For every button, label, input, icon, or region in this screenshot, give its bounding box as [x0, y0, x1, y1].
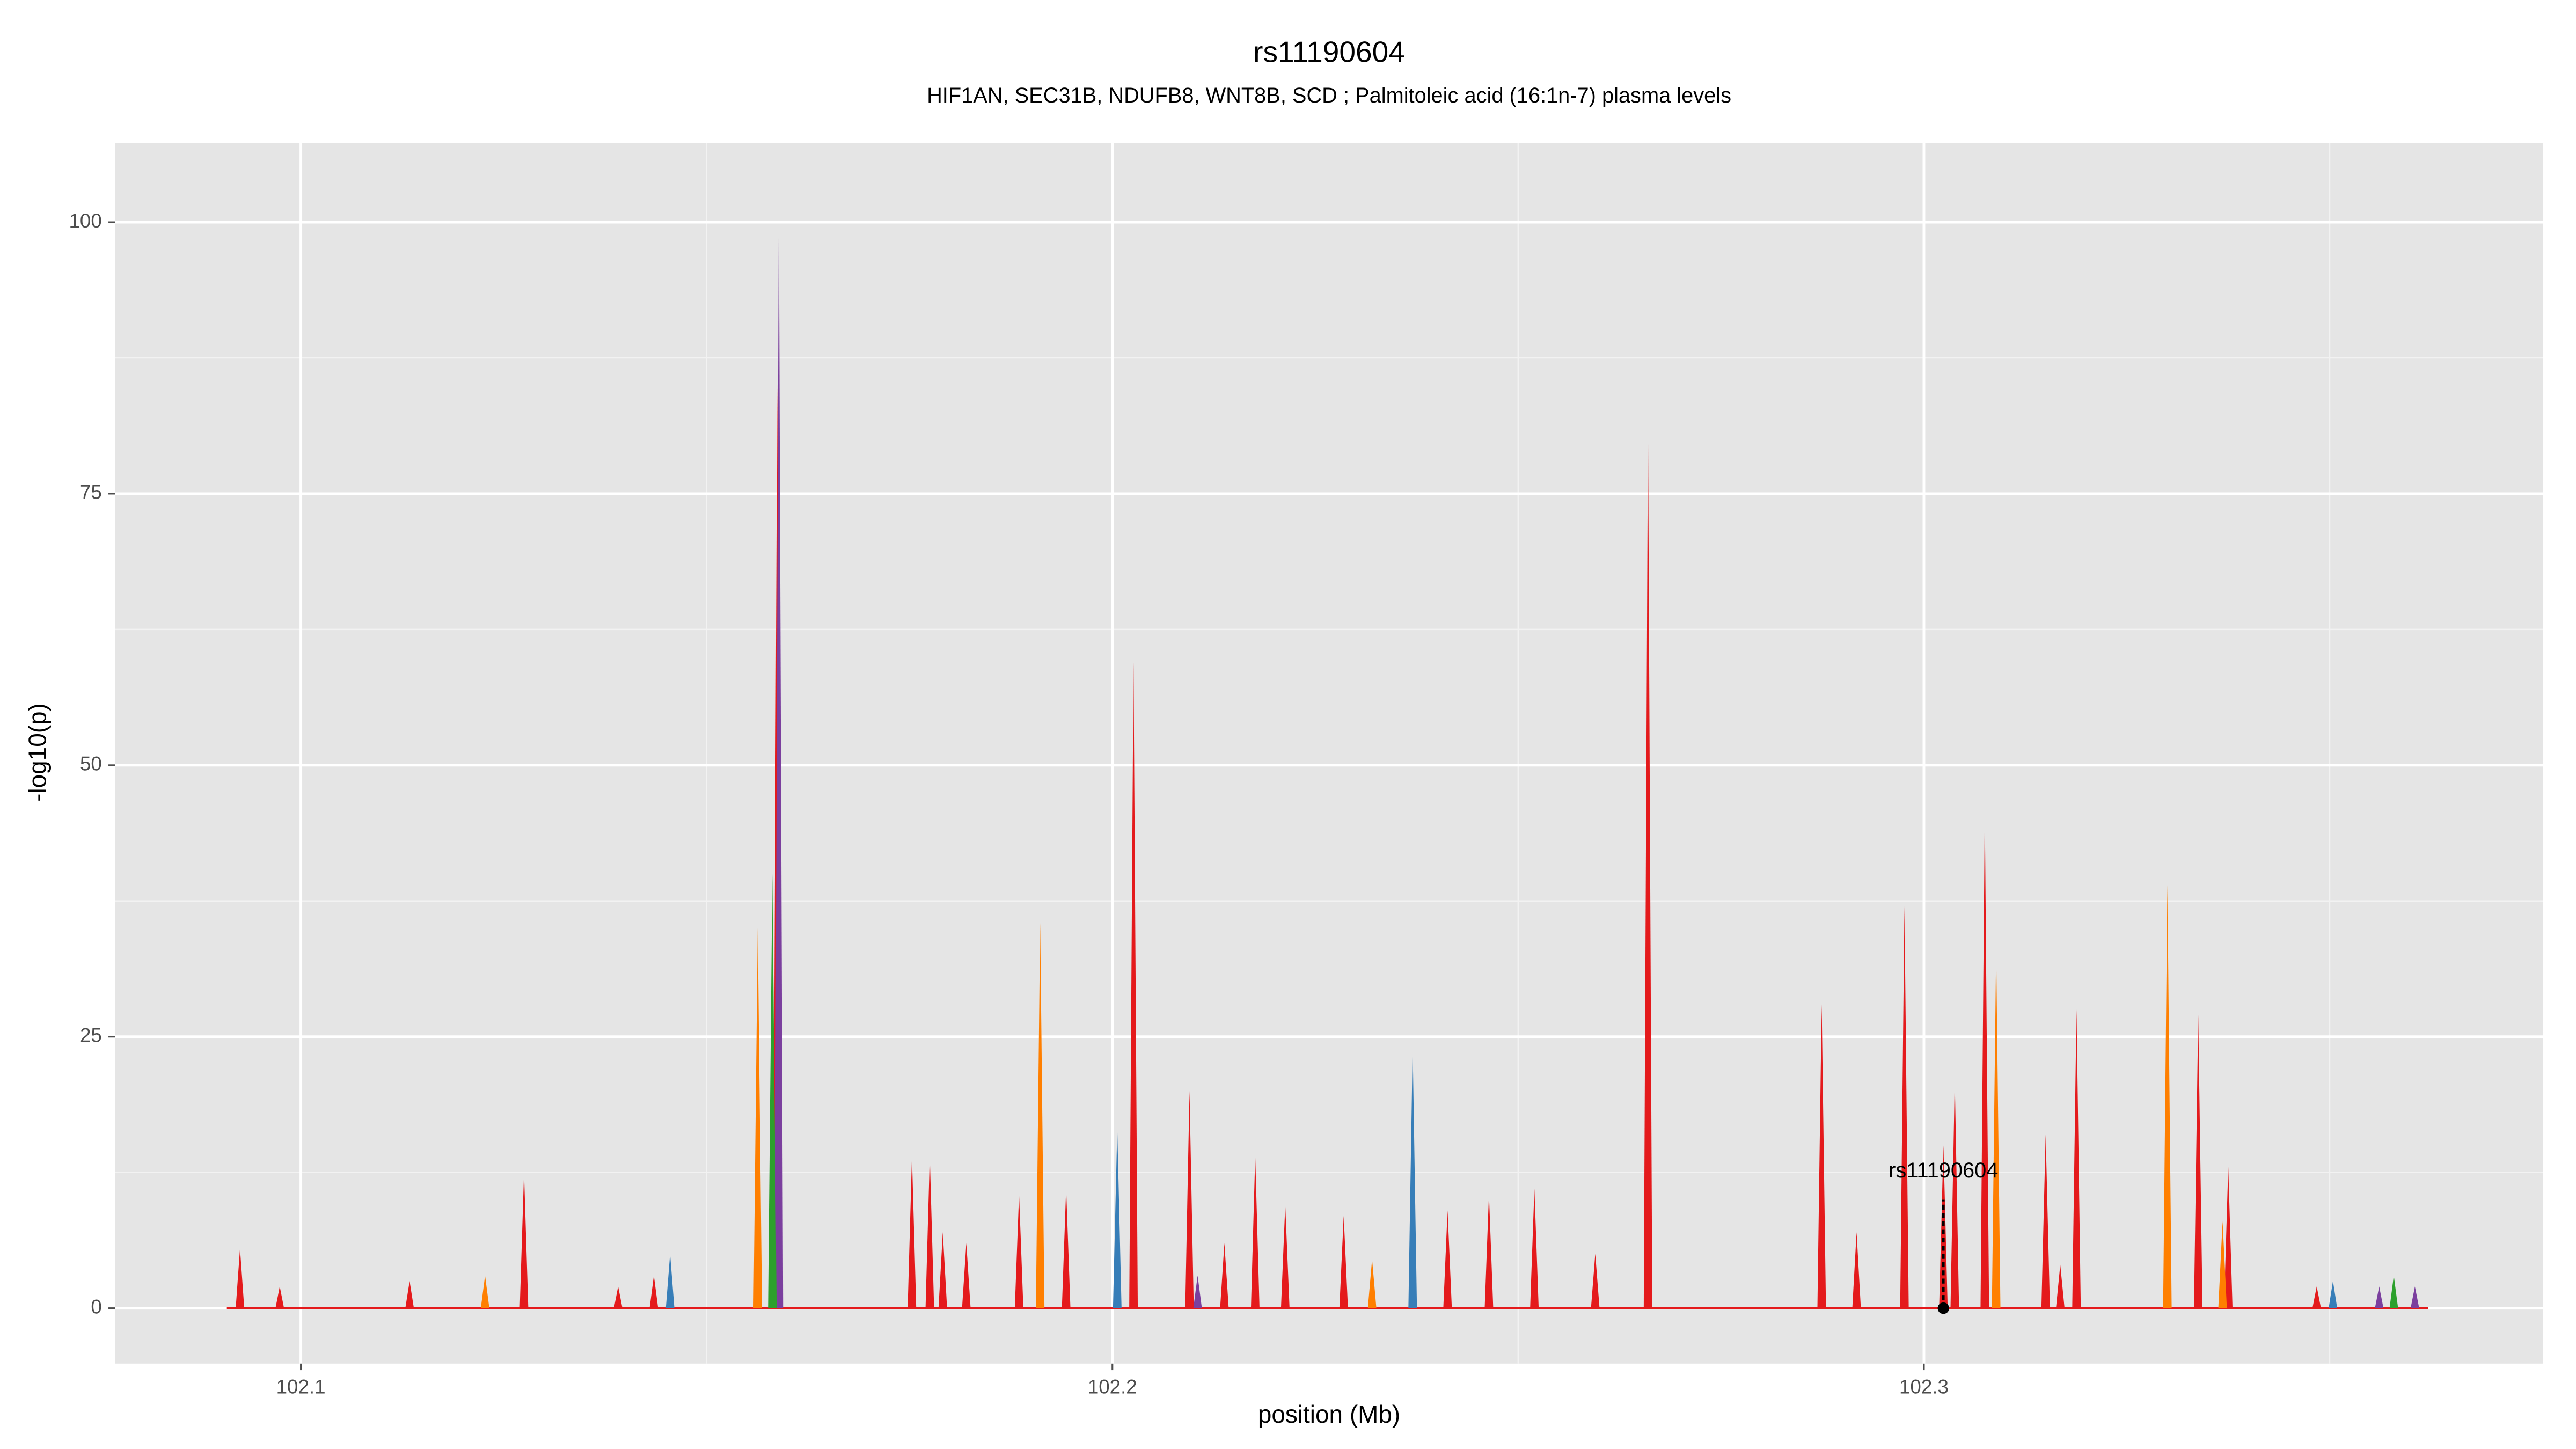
- peak: [925, 1156, 934, 1308]
- peak: [1113, 1129, 1122, 1308]
- peak: [1443, 1210, 1452, 1308]
- y-tick-label: 75: [80, 481, 102, 503]
- peak: [1129, 662, 1138, 1308]
- peak: [1980, 808, 1989, 1308]
- axes: 0 25 50 75 100 102.1 102.2 102.3: [69, 210, 1949, 1398]
- peak: [2329, 1281, 2338, 1308]
- peak: [2056, 1264, 2065, 1308]
- peak: [649, 1275, 658, 1308]
- peak: [1408, 1047, 1417, 1308]
- peak: [2312, 1286, 2321, 1308]
- y-tick-label: 25: [80, 1024, 102, 1046]
- peak: [665, 1254, 675, 1308]
- peak: [2163, 884, 2172, 1308]
- peak: [768, 874, 777, 1308]
- y-tick-label: 100: [69, 210, 102, 232]
- peak: [1193, 1275, 1202, 1308]
- y-tick-label: 0: [91, 1296, 101, 1318]
- peak: [1643, 423, 1652, 1308]
- peak: [962, 1243, 971, 1308]
- y-tick-label: 50: [80, 753, 102, 775]
- peak: [2410, 1286, 2419, 1308]
- peak: [236, 1248, 245, 1308]
- peak: [753, 928, 762, 1308]
- peak: [1900, 906, 1909, 1308]
- peak: [1280, 1205, 1290, 1308]
- peak: [1939, 1145, 1948, 1308]
- peak: [1014, 1194, 1023, 1308]
- y-axis-label: -log10(p): [24, 703, 52, 802]
- peak: [613, 1286, 623, 1308]
- peak: [1484, 1194, 1494, 1308]
- peak: [1367, 1259, 1377, 1308]
- plot-panel: [115, 143, 2543, 1364]
- annotation-point: [1937, 1302, 1949, 1314]
- peak: [405, 1281, 414, 1308]
- peak: [908, 1156, 917, 1308]
- peak: [2194, 1015, 2203, 1308]
- peak: [480, 1275, 489, 1308]
- peak: [2389, 1275, 2398, 1308]
- peak: [2224, 1167, 2233, 1308]
- peak: [519, 1172, 529, 1308]
- peak: [1036, 923, 1045, 1308]
- peak: [275, 1286, 284, 1308]
- peak: [2375, 1286, 2384, 1308]
- peak: [1250, 1156, 1260, 1308]
- peak: [2041, 1134, 2050, 1308]
- peak: [1591, 1254, 1600, 1308]
- peak: [1062, 1189, 1071, 1308]
- peak: [938, 1232, 947, 1308]
- marks: rs11190604: [226, 200, 2428, 1314]
- peak: [2072, 1009, 2081, 1308]
- peak: [1220, 1243, 1229, 1308]
- peak: [2218, 1221, 2227, 1308]
- annotation-label: rs11190604: [1889, 1159, 1998, 1182]
- peak: [1992, 949, 2001, 1308]
- x-axis-label: position (Mb): [1258, 1400, 1400, 1428]
- peak: [1852, 1232, 1861, 1308]
- chart-subtitle: HIF1AN, SEC31B, NDUFB8, WNT8B, SCD ; Pal…: [927, 84, 1731, 107]
- peak: [1339, 1216, 1348, 1308]
- peak: [1950, 1080, 1959, 1308]
- peak: [1817, 1004, 1826, 1308]
- chart-title: rs11190604: [1253, 35, 1405, 69]
- x-tick-label: 102.1: [276, 1375, 326, 1397]
- x-tick-label: 102.2: [1088, 1375, 1137, 1397]
- peak: [1185, 1091, 1194, 1308]
- x-tick-label: 102.3: [1899, 1375, 1949, 1397]
- peak: [1530, 1189, 1539, 1308]
- peak: [774, 200, 784, 1308]
